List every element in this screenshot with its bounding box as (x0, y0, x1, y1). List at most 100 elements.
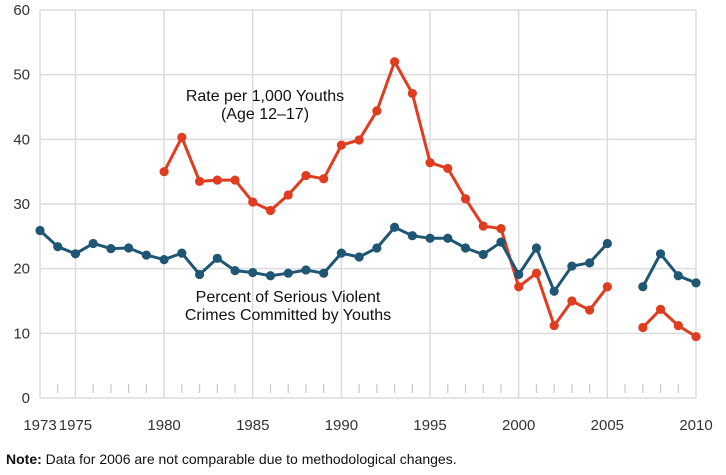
percent-data-point (478, 249, 488, 260)
series-layer (35, 57, 701, 342)
line-chart: 0 10 20 30 40 50 60 1973 1975 1980 1985 1990 1995 20… (13, 2, 712, 434)
percent-series-annotation: Percent of Serious Violent (196, 289, 381, 306)
percent-data-point (514, 269, 524, 280)
rate-data-point (230, 175, 240, 185)
percent-data-point (248, 267, 258, 278)
percent-data-point (549, 286, 559, 296)
rate-data-point (655, 304, 666, 315)
percent-data-point (53, 242, 63, 252)
rate-data-point (638, 322, 648, 333)
rate-data-point (549, 320, 559, 331)
rate-data-point (248, 197, 258, 207)
percent-series-annotation: Crimes Committed by Youths (185, 307, 391, 324)
rate-data-point (159, 167, 169, 177)
rate-data-point (283, 190, 293, 200)
rate-data-point (389, 57, 400, 67)
x-tick-label: 1973 (23, 417, 56, 434)
annotations: Rate per 1,000 Youths(Age 12–17) Percent … (185, 88, 391, 324)
percent-data-point (177, 248, 187, 258)
percent-data-point (372, 243, 382, 253)
percent-data-point (460, 243, 471, 253)
rate-data-point (443, 163, 453, 174)
rate-data-point (336, 140, 347, 150)
rate-data-point (372, 106, 382, 116)
note-label: Note: (6, 451, 42, 467)
percent-data-point (354, 252, 364, 262)
percent-data-point (319, 268, 329, 278)
rate-data-point (212, 175, 222, 185)
percent-data-point (194, 269, 205, 280)
y-tick-label: 30 (13, 196, 30, 213)
rate-data-point (319, 174, 329, 184)
percent-data-point (602, 238, 612, 249)
percent-data-point (655, 249, 666, 259)
percent-series-line (641, 252, 698, 289)
chart-note: Note: Data for 2006 are not comparable d… (6, 451, 457, 467)
rate-data-point (407, 88, 417, 99)
rate-data-point (478, 221, 488, 231)
percent-data-point (301, 265, 311, 275)
rate-data-point (194, 176, 205, 186)
x-axis-ticks: 1973 1975 1980 1985 1990 1995 2000 2005 2010 (23, 417, 712, 434)
percent-data-point (88, 238, 98, 249)
y-tick-label: 50 (13, 67, 30, 84)
rate-data-point (425, 158, 435, 168)
rate-data-point (265, 205, 276, 216)
x-tick-label: 2000 (502, 417, 535, 434)
percent-data-point (425, 233, 435, 243)
percent-data-point (407, 231, 417, 241)
grid (39, 9, 697, 399)
percent-series-line (38, 225, 609, 293)
rate-data-point (496, 223, 506, 234)
rate-series-annotation: (Age 12–17) (221, 106, 309, 123)
y-tick-label: 60 (13, 2, 30, 19)
percent-data-point (265, 271, 276, 281)
x-tick-label: 2010 (679, 417, 712, 434)
x-tick-label: 1995 (413, 417, 446, 434)
note-text: Data for 2006 are not comparable due to … (41, 451, 457, 467)
percent-data-point (443, 233, 453, 243)
y-tick-label: 40 (13, 131, 30, 148)
percent-data-point (106, 244, 116, 254)
rate-data-point (602, 282, 612, 292)
percent-data-point (673, 271, 683, 281)
rate-data-point (177, 132, 187, 142)
x-tick-label: 1990 (325, 417, 358, 434)
rate-series-line (641, 307, 698, 339)
rate-data-point (460, 194, 471, 204)
x-tick-label: 2005 (591, 417, 624, 434)
percent-data-point (124, 243, 134, 253)
rate-data-point (567, 296, 577, 306)
percent-data-point (141, 250, 151, 260)
rate-data-point (301, 170, 311, 181)
percent-data-point (496, 237, 506, 247)
percent-data-point (638, 282, 648, 292)
rate-data-point (691, 331, 701, 342)
x-tick-label: 1985 (236, 417, 269, 434)
percent-data-point (283, 268, 293, 278)
percent-data-point (336, 248, 347, 258)
rate-data-point (514, 282, 524, 292)
percent-data-point (70, 249, 81, 259)
percent-data-point (531, 243, 542, 253)
y-axis-ticks: 0 10 20 30 40 50 60 (13, 2, 30, 407)
rate-data-point (585, 305, 595, 315)
percent-data-point (389, 222, 400, 232)
rate-data-point (673, 320, 683, 331)
percent-data-point (212, 253, 222, 263)
rate-data-point (531, 268, 542, 278)
percent-data-point (691, 278, 701, 288)
percent-data-point (159, 255, 169, 265)
x-tick-label: 1980 (147, 417, 180, 434)
percent-data-point (567, 261, 577, 271)
rate-data-point (354, 135, 364, 145)
x-tick-label: 1975 (59, 417, 92, 434)
percent-data-point (35, 225, 45, 236)
rate-series-annotation: Rate per 1,000 Youths (186, 88, 344, 105)
y-tick-label: 10 (13, 325, 30, 342)
y-tick-label: 20 (13, 261, 30, 278)
percent-data-point (230, 266, 240, 276)
y-tick-label: 0 (22, 390, 30, 407)
percent-data-point (585, 258, 595, 268)
